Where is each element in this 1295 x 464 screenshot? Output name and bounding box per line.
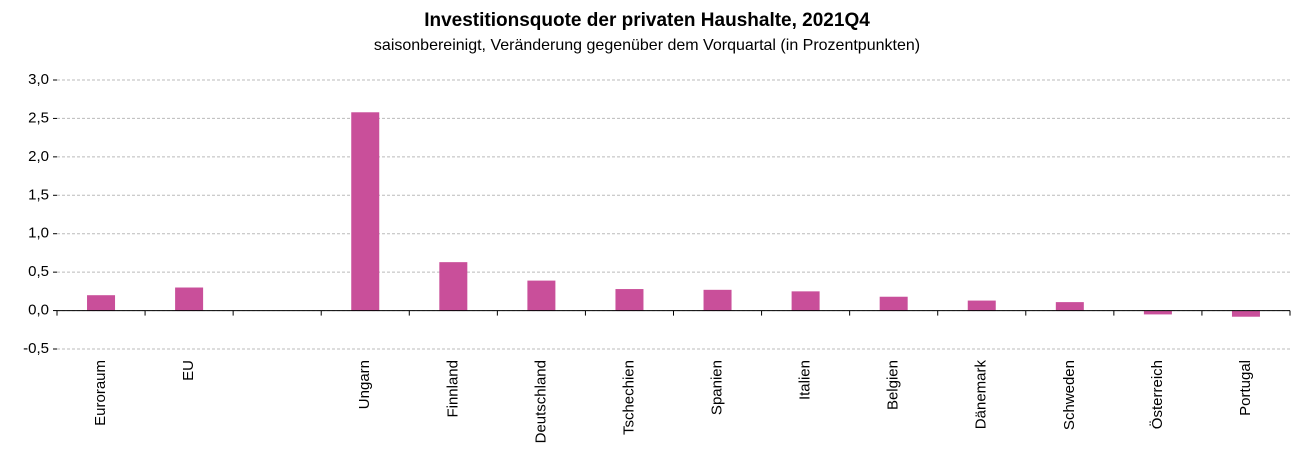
- x-tick-label: Ungarn: [356, 360, 373, 409]
- y-tick-label: 2,5: [28, 109, 49, 126]
- x-tick-label: Italien: [797, 360, 814, 400]
- bar: [87, 295, 116, 311]
- x-tick-label: Deutschland: [532, 360, 549, 443]
- bar: [1055, 302, 1084, 311]
- x-tick-label: Österreich: [1148, 360, 1166, 429]
- y-tick-label: -0,5: [23, 340, 49, 357]
- y-tick-label: 0,5: [28, 263, 49, 280]
- bar: [351, 112, 380, 311]
- x-tick-label: Dänemark: [973, 360, 990, 430]
- bar: [791, 291, 820, 311]
- chart-title: Investitionsquote der privaten Haushalte…: [424, 10, 870, 31]
- bar: [439, 262, 468, 311]
- x-tick-label: Portugal: [1237, 360, 1254, 416]
- bar: [703, 289, 732, 311]
- x-tick-label: Spanien: [709, 360, 726, 415]
- bar: [879, 296, 908, 311]
- x-tick-label: Tschechien: [620, 360, 637, 435]
- y-tick-label: 1,5: [28, 186, 49, 203]
- chart-subtitle: saisonbereinigt, Veränderung gegenüber d…: [374, 37, 920, 54]
- x-tick-label: Euroraum: [92, 360, 109, 426]
- bar: [175, 287, 204, 311]
- x-tick-label: Schweden: [1061, 360, 1078, 430]
- x-tick-label: Finnland: [444, 360, 461, 418]
- y-tick-label: 0,0: [28, 302, 49, 319]
- x-tick-label: EU: [180, 360, 197, 381]
- x-tick-label: Belgien: [885, 360, 902, 410]
- bar: [1231, 310, 1260, 317]
- y-tick-label: 3,0: [28, 71, 49, 88]
- bar: [1143, 310, 1172, 315]
- bar: [967, 300, 996, 311]
- bar: [615, 289, 644, 311]
- bar: [527, 280, 556, 311]
- y-tick-label: 1,0: [28, 225, 49, 242]
- y-tick-label: 2,0: [28, 148, 49, 165]
